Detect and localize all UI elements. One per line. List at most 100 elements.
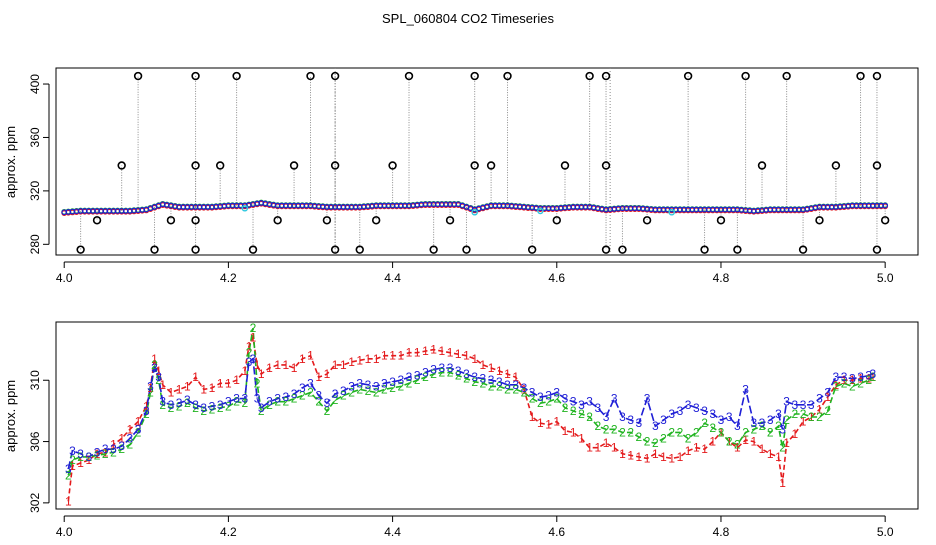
panel-bottom-series-3-point: 3 bbox=[422, 366, 429, 380]
panel-bottom-series-3-point: 3 bbox=[455, 364, 462, 378]
panel-top-spike-point bbox=[470, 71, 479, 81]
panel-bottom-series-3-point: 3 bbox=[414, 369, 421, 383]
panel-bottom-series-1-point: 1 bbox=[521, 382, 528, 396]
panel-top-spike-point bbox=[355, 245, 364, 254]
panel-bottom-series-2-point: 2 bbox=[389, 381, 396, 395]
panel-bottom-series-2-point: 2 bbox=[537, 396, 544, 410]
panel-top-spike-point bbox=[527, 245, 537, 254]
panel-bottom-series-3-point: 3 bbox=[110, 442, 117, 456]
panel-bottom-series-2-point: 2 bbox=[726, 435, 733, 449]
panel-bottom-series-1-point: 1 bbox=[266, 361, 273, 375]
panel-top-marks bbox=[61, 68, 890, 255]
panel-bottom-series-1-line bbox=[67, 334, 874, 502]
panel-bottom-x-tick-label: 4.4 bbox=[384, 525, 401, 539]
panel-bottom-series-2-point: 2 bbox=[381, 382, 388, 396]
panel-bottom-y-tick-label: 302 bbox=[28, 493, 42, 513]
panel-bottom-series-3-point: 3 bbox=[77, 447, 84, 461]
panel-bottom-series-1-point: 1 bbox=[389, 349, 396, 363]
panel-bottom-series-2-point: 2 bbox=[586, 410, 593, 424]
panel-top-spike-point bbox=[273, 216, 282, 225]
panel-top-spike-point bbox=[757, 161, 767, 170]
panel-top-spike-point bbox=[642, 216, 652, 225]
panel-top-spike-point bbox=[166, 216, 176, 225]
panel-bottom-series-2-point: 2 bbox=[619, 425, 626, 439]
panel-bottom-series-2-point: 2 bbox=[422, 370, 429, 384]
panel-bottom-series-1-point: 1 bbox=[808, 410, 815, 424]
panel-bottom-series-1-point: 1 bbox=[246, 340, 253, 354]
panel-bottom-series-1-point: 1 bbox=[159, 378, 166, 392]
panel-bottom-series-3-point: 3 bbox=[406, 370, 413, 384]
panel-bottom-series-1-point: 1 bbox=[849, 373, 856, 387]
panel-bottom-series-2-point: 2 bbox=[69, 453, 76, 467]
panel-bottom-series-2-point: 2 bbox=[594, 419, 601, 433]
panel-bottom-series-1-point: 1 bbox=[381, 349, 388, 363]
panel-bottom-series-3-point: 3 bbox=[102, 442, 109, 456]
panel-bottom-series-3-point: 3 bbox=[701, 404, 708, 418]
panel-bottom-series-3-point: 3 bbox=[545, 389, 552, 403]
panel-bottom-series-3-point: 3 bbox=[693, 401, 700, 415]
panel-top-highlight-point bbox=[471, 208, 478, 216]
panel-bottom-series-1-point: 1 bbox=[660, 450, 667, 464]
panel-bottom-series-1-point: 1 bbox=[775, 450, 782, 464]
panel-bottom-series-1-point: 1 bbox=[332, 358, 339, 372]
panel-bottom-series-3-point: 3 bbox=[373, 379, 380, 393]
panel-top-spike-point bbox=[388, 161, 397, 170]
panel-bottom-series-2-point: 2 bbox=[545, 395, 552, 409]
panel-bottom-series-1-point: 1 bbox=[611, 441, 618, 455]
panel-bottom-series-1-point: 1 bbox=[841, 373, 848, 387]
panel-bottom-series-1-point: 1 bbox=[348, 355, 355, 369]
panel-bottom-series-3-point: 3 bbox=[381, 376, 388, 390]
panel-bottom-series-1-point: 1 bbox=[439, 344, 446, 358]
panel-bottom-series-3-point: 3 bbox=[315, 389, 322, 403]
panel-top-highlight-point bbox=[537, 207, 544, 215]
panel-bottom-series-3-point: 3 bbox=[603, 410, 610, 424]
panel-bottom-x-tick-label: 4.2 bbox=[220, 525, 237, 539]
panel-top-x-tick-label: 5.0 bbox=[877, 271, 894, 285]
panel-top-spike-point bbox=[880, 216, 890, 225]
panel-bottom-series-2-point: 2 bbox=[184, 396, 191, 410]
panel-bottom-series-2-point: 2 bbox=[406, 376, 413, 390]
panel-bottom-series-1-point: 1 bbox=[365, 352, 372, 366]
panel-top-spike-point bbox=[191, 161, 200, 170]
panel-bottom-series-1-point: 1 bbox=[857, 372, 864, 386]
panel-bottom-series-1-point: 1 bbox=[471, 352, 478, 366]
panel-bottom-series-1-point: 1 bbox=[315, 370, 322, 384]
panel-bottom-series-2-point: 2 bbox=[603, 422, 610, 436]
panel-bottom-series-3-point: 3 bbox=[775, 407, 782, 421]
panel-bottom-series-1-point: 1 bbox=[258, 367, 265, 381]
panel-bottom-series-2-point: 2 bbox=[439, 366, 446, 380]
panel-bottom-y-tick-label: 310 bbox=[28, 370, 42, 390]
panel-bottom-series-3-point: 3 bbox=[660, 413, 667, 427]
panel-bottom-series-2-point: 2 bbox=[570, 404, 577, 418]
panel-bottom-series-3-point: 3 bbox=[233, 392, 240, 406]
panel-bottom-series-2-point: 2 bbox=[274, 395, 281, 409]
panel-top-spike-point bbox=[92, 216, 102, 225]
panel-bottom-series-2-point: 2 bbox=[512, 382, 519, 396]
panel-bottom-series-1-point: 1 bbox=[800, 415, 807, 429]
panel-top-spike-point bbox=[191, 245, 200, 254]
panel-bottom-series-3-point: 3 bbox=[504, 378, 511, 392]
panel-bottom-series-3-point: 3 bbox=[274, 392, 281, 406]
panel-bottom-series-1-point: 1 bbox=[184, 379, 191, 393]
panel-bottom-series-2-point: 2 bbox=[865, 373, 872, 387]
panel-bottom-series-2-point: 2 bbox=[291, 392, 298, 406]
panel-bottom-series-2-point: 2 bbox=[250, 321, 257, 335]
panel-bottom-series-3-point: 3 bbox=[192, 398, 199, 412]
panel-bottom-series-2-point: 2 bbox=[471, 375, 478, 389]
panel-bottom-series-1-point: 1 bbox=[225, 376, 232, 390]
panel-top-x-tick-label: 4.6 bbox=[548, 271, 565, 285]
panel-bottom-series-1-point: 1 bbox=[726, 435, 733, 449]
panel-bottom-series-2-point: 2 bbox=[348, 386, 355, 400]
panel-bottom-series-3-point: 3 bbox=[816, 392, 823, 406]
panel-bottom-series-2-point: 2 bbox=[693, 425, 700, 439]
panel-top-highlight-point bbox=[668, 208, 676, 216]
panel-bottom-series-2-point: 2 bbox=[792, 407, 799, 421]
panel-bottom-series-2-point: 2 bbox=[246, 346, 253, 360]
panel-bottom-series-2-point: 2 bbox=[147, 386, 154, 400]
panel-bottom-series-2-point: 2 bbox=[356, 382, 363, 396]
panel-bottom-series-2-point: 2 bbox=[677, 425, 684, 439]
panel-bottom-series-2-point: 2 bbox=[65, 468, 72, 482]
panel-bottom-series-2-point: 2 bbox=[77, 450, 84, 464]
panel-bottom-series-1-point: 1 bbox=[406, 346, 413, 360]
panel-bottom-series-3-point: 3 bbox=[627, 413, 634, 427]
